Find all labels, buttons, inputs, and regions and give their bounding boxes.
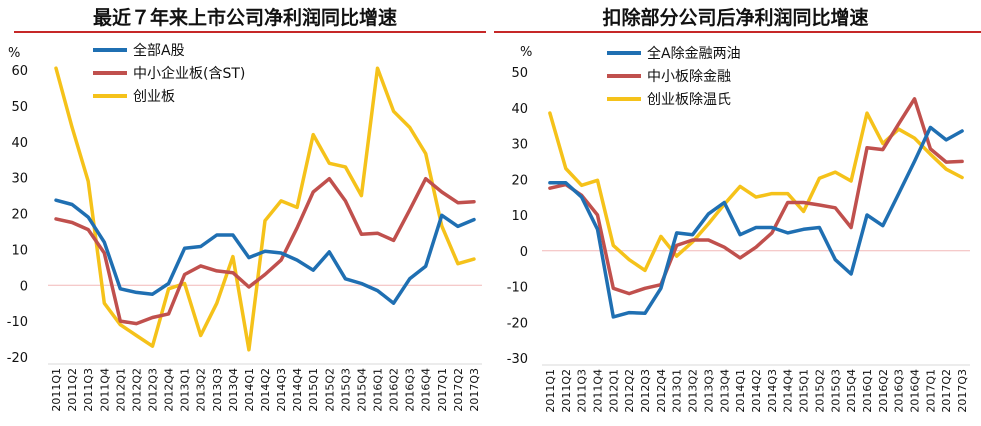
y-tick-label: 30 — [511, 138, 528, 153]
x-tick-label: 2016Q3 — [404, 368, 417, 412]
x-tick-label: 2014Q3 — [766, 369, 779, 413]
x-tick-label: 2013Q2 — [687, 369, 700, 413]
x-tick-label: 2011Q3 — [576, 369, 589, 413]
y-tick-label: -20 — [7, 351, 28, 366]
y-tick-label: 50 — [11, 100, 28, 115]
legend-label: 中小板除金融 — [647, 69, 731, 85]
x-tick-label: 2011Q2 — [560, 369, 573, 413]
legend-label: 中小企业板(含ST) — [133, 65, 245, 82]
x-tick-label: 2014Q1 — [243, 368, 256, 412]
x-tick-label: 2012Q1 — [114, 368, 127, 412]
x-tick-label: 2013Q1 — [179, 368, 192, 412]
x-tick-label: 2011Q1 — [50, 368, 63, 412]
y-axis-unit: % — [8, 46, 20, 61]
x-tick-label: 2015Q3 — [829, 369, 842, 413]
y-tick-label: 10 — [511, 209, 528, 224]
y-tick-label: 0 — [20, 279, 28, 294]
x-tick-label: 2017Q2 — [452, 368, 465, 412]
series-line-2 — [54, 176, 476, 326]
series-line-2 — [548, 97, 964, 296]
x-tick-label: 2014Q2 — [750, 369, 763, 413]
x-tick-label: 2012Q2 — [130, 368, 143, 412]
x-tick-label: 2012Q3 — [639, 369, 652, 413]
y-tick-label: 30 — [11, 172, 28, 187]
chart-title: 扣除部分公司后净利润同比增速 — [602, 7, 869, 29]
y-tick-label: -20 — [507, 316, 528, 331]
x-tick-label: 2013Q4 — [227, 368, 240, 412]
x-tick-label: 2015Q4 — [845, 369, 858, 413]
x-tick-label: 2011Q1 — [544, 369, 557, 413]
x-tick-label: 2015Q3 — [339, 368, 352, 412]
x-tick-label: 2012Q4 — [655, 369, 668, 413]
x-tick-label: 2015Q2 — [813, 369, 826, 413]
x-tick-label: 2016Q2 — [877, 369, 890, 413]
y-tick-label: 20 — [11, 208, 28, 223]
x-tick-label: 2011Q2 — [66, 368, 79, 412]
x-tick-label: 2012Q3 — [146, 368, 159, 412]
y-tick-label: 60 — [11, 64, 28, 79]
x-tick-label: 2011Q4 — [591, 369, 604, 413]
x-tick-label: 2015Q1 — [307, 368, 320, 412]
x-tick-label: 2016Q1 — [861, 369, 874, 413]
y-tick-label: 50 — [511, 66, 528, 81]
x-tick-label: 2017Q2 — [940, 369, 953, 413]
x-tick-label: 2012Q4 — [163, 368, 176, 412]
y-tick-label: 10 — [11, 243, 28, 258]
legend-label: 创业板除温氏 — [647, 92, 731, 108]
x-tick-label: 2014Q3 — [275, 368, 288, 412]
x-tick-label: 2015Q4 — [355, 368, 368, 412]
x-tick-label: 2011Q4 — [98, 368, 111, 412]
x-tick-label: 2015Q2 — [323, 368, 336, 412]
x-tick-label: 2013Q3 — [211, 368, 224, 412]
y-tick-label: 40 — [11, 136, 28, 151]
x-tick-label: 2014Q2 — [259, 368, 272, 412]
x-tick-label: 2017Q3 — [468, 368, 481, 412]
y-tick-label: -30 — [507, 352, 528, 367]
x-tick-label: 2016Q3 — [893, 369, 906, 413]
x-tick-label: 2013Q4 — [718, 369, 731, 413]
y-tick-label: 40 — [511, 102, 528, 117]
series-line-1 — [54, 198, 476, 305]
x-tick-label: 2016Q4 — [909, 369, 922, 413]
legend-label: 创业板 — [133, 89, 175, 105]
legend-label: 全A除金融两油 — [647, 45, 741, 62]
series-line-1 — [548, 125, 964, 319]
legend-label: 全部A股 — [133, 42, 185, 59]
x-tick-label: 2014Q4 — [782, 369, 795, 413]
x-tick-label: 2017Q1 — [924, 369, 937, 413]
x-tick-label: 2016Q4 — [420, 368, 433, 412]
right-chart-panel: 扣除部分公司后净利润同比增速 % -30 -20 -10 0 10 20 30 40 50 2011… — [490, 0, 981, 426]
x-tick-label: 2016Q2 — [388, 368, 401, 412]
x-tick-label: 2014Q1 — [734, 369, 747, 413]
x-tick-label: 2013Q3 — [702, 369, 715, 413]
chart-title: 最近７年来上市公司净利润同比增速 — [92, 7, 397, 29]
x-tick-label: 2017Q3 — [956, 369, 969, 413]
y-tick-label: -10 — [507, 281, 528, 296]
x-tick-label: 2015Q1 — [798, 369, 811, 413]
title-underline — [494, 31, 981, 33]
x-tick-label: 2011Q3 — [82, 368, 95, 412]
x-tick-label: 2017Q1 — [436, 368, 449, 412]
x-tick-label: 2013Q1 — [671, 369, 684, 413]
x-tick-label: 2014Q4 — [291, 368, 304, 412]
title-underline — [14, 31, 486, 33]
x-tick-label: 2013Q2 — [195, 368, 208, 412]
y-tick-label: -10 — [7, 315, 28, 330]
series-line-3 — [54, 66, 476, 352]
x-tick-label: 2016Q1 — [372, 368, 385, 412]
y-tick-label: 20 — [511, 173, 528, 188]
left-chart-panel: 最近７年来上市公司净利润同比增速 % -20 -10 0 10 20 30 40 50 60 201… — [0, 0, 490, 426]
x-tick-label: 2012Q2 — [623, 369, 636, 413]
y-axis-unit: % — [520, 45, 532, 60]
y-tick-label: 0 — [520, 245, 528, 260]
x-tick-label: 2012Q1 — [607, 369, 620, 413]
